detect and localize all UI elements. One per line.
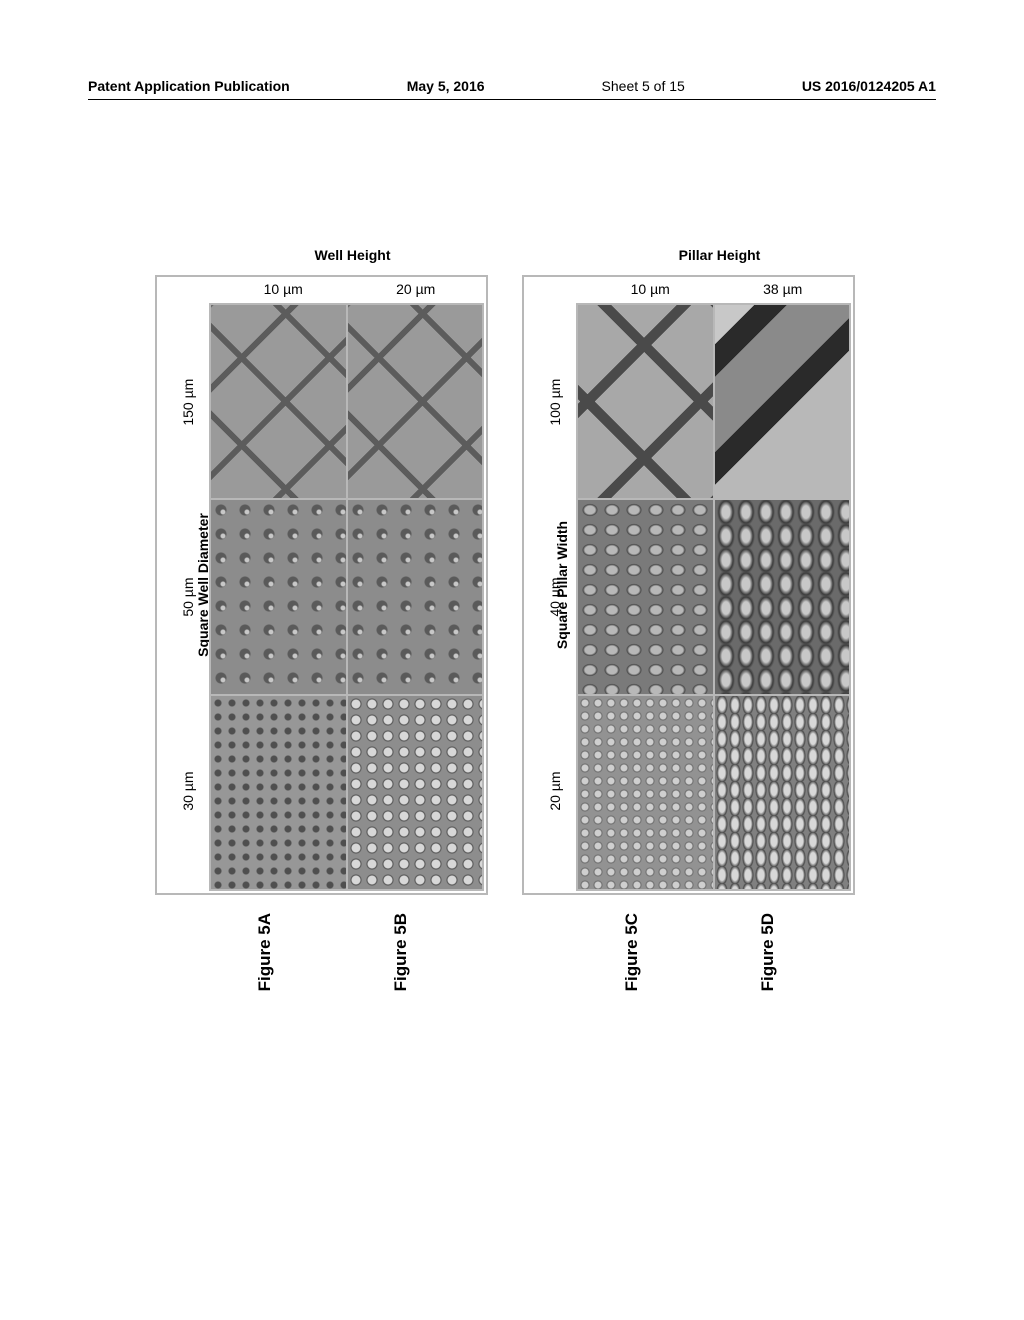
page-header: Patent Application Publication May 5, 20… [88, 78, 936, 100]
col-header: 20 µm [350, 281, 483, 297]
sem-cell [578, 696, 713, 889]
figure-caption: Figure 5B [391, 913, 415, 991]
header-publication: Patent Application Publication [88, 78, 290, 94]
row-label: 100 µm [540, 305, 570, 500]
sem-cell [211, 500, 346, 693]
figure-area: Well Height Square Well Diameter 10 µm 2… [155, 275, 855, 895]
sem-cell [211, 305, 346, 498]
sem-cell [715, 500, 850, 693]
header-date: May 5, 2016 [407, 78, 485, 94]
header-docnum: US 2016/0124205 A1 [802, 78, 936, 94]
panel-right-grid [576, 303, 851, 891]
panel-left: Well Height Square Well Diameter 10 µm 2… [155, 275, 488, 895]
header-sheet: Sheet 5 of 15 [602, 78, 685, 94]
figure-caption: Figure 5D [758, 913, 782, 991]
row-label: 40 µm [540, 500, 570, 695]
panel-left-grid [209, 303, 484, 891]
sem-cell [715, 305, 850, 498]
panel-right: Pillar Height Square Pillar Width 10 µm … [522, 275, 855, 895]
figure-caption: Figure 5A [255, 913, 279, 991]
panel-right-top-title: Pillar Height [584, 247, 855, 263]
row-label: 20 µm [540, 694, 570, 889]
row-label: 50 µm [173, 500, 203, 695]
row-label: 150 µm [173, 305, 203, 500]
panel-right-col-headers: 10 µm 38 µm [584, 281, 849, 297]
sem-cell [211, 696, 346, 889]
col-header: 38 µm [717, 281, 850, 297]
sem-cell [578, 500, 713, 693]
col-header: 10 µm [217, 281, 350, 297]
sem-cell [348, 696, 483, 889]
sem-cell [715, 696, 850, 889]
sem-cell [348, 500, 483, 693]
panel-left-top-title: Well Height [217, 247, 488, 263]
col-header: 10 µm [584, 281, 717, 297]
sem-cell [578, 305, 713, 498]
panel-right-row-labels: 100 µm 40 µm 20 µm [540, 305, 570, 889]
panel-left-row-labels: 150 µm 50 µm 30 µm [173, 305, 203, 889]
sem-cell [348, 305, 483, 498]
row-label: 30 µm [173, 694, 203, 889]
panel-left-col-headers: 10 µm 20 µm [217, 281, 482, 297]
figure-caption: Figure 5C [622, 913, 646, 991]
